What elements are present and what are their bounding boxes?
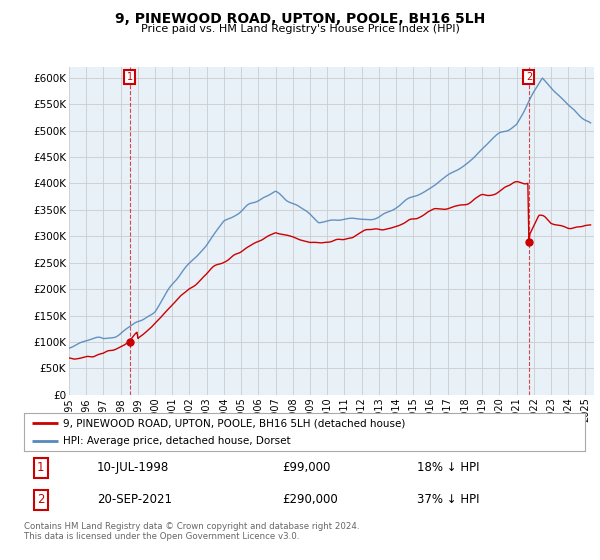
Text: £99,000: £99,000	[282, 461, 331, 474]
Text: 18% ↓ HPI: 18% ↓ HPI	[416, 461, 479, 474]
Text: 20-SEP-2021: 20-SEP-2021	[97, 493, 172, 506]
Text: Price paid vs. HM Land Registry's House Price Index (HPI): Price paid vs. HM Land Registry's House …	[140, 24, 460, 34]
Text: 10-JUL-1998: 10-JUL-1998	[97, 461, 169, 474]
Text: 2: 2	[37, 493, 44, 506]
Text: 9, PINEWOOD ROAD, UPTON, POOLE, BH16 5LH (detached house): 9, PINEWOOD ROAD, UPTON, POOLE, BH16 5LH…	[63, 418, 406, 428]
Text: £290,000: £290,000	[282, 493, 338, 506]
Text: 1: 1	[37, 461, 44, 474]
Text: HPI: Average price, detached house, Dorset: HPI: Average price, detached house, Dors…	[63, 436, 291, 446]
Text: 1: 1	[127, 72, 133, 82]
Text: Contains HM Land Registry data © Crown copyright and database right 2024.
This d: Contains HM Land Registry data © Crown c…	[24, 522, 359, 542]
Text: 2: 2	[526, 72, 532, 82]
Text: 9, PINEWOOD ROAD, UPTON, POOLE, BH16 5LH: 9, PINEWOOD ROAD, UPTON, POOLE, BH16 5LH	[115, 12, 485, 26]
Text: 37% ↓ HPI: 37% ↓ HPI	[416, 493, 479, 506]
